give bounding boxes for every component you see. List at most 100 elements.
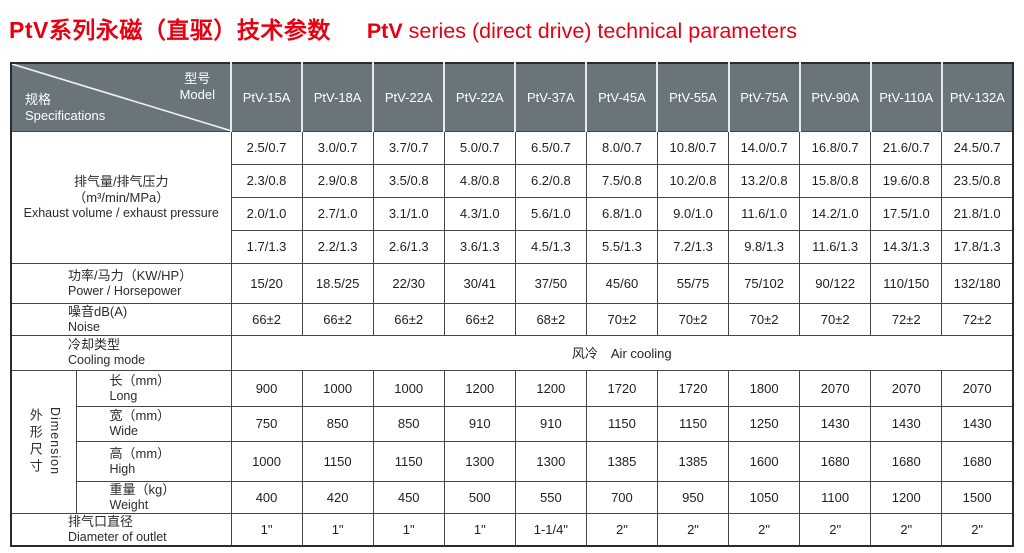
- value-cell: 1150: [301, 440, 374, 482]
- value-cell: 1150: [585, 405, 658, 442]
- value-cell: 1385: [585, 440, 658, 482]
- value-cell: 9.0/1.0: [656, 196, 730, 231]
- exhaust-label-en: Exhaust volume / exhaust pressure: [23, 205, 219, 220]
- row-label-zh: 冷却类型: [68, 337, 121, 352]
- value-cell: 1200: [443, 369, 516, 407]
- value-cell: 400: [230, 480, 303, 514]
- value-cell: 6.2/0.8: [514, 163, 587, 198]
- value-cell: 1430: [870, 405, 943, 442]
- value-cell: 1600: [728, 440, 801, 482]
- sub-label-en: Wide: [109, 424, 138, 438]
- value-cell: 9.8/1.3: [728, 229, 801, 264]
- dimension-label-zh: 外形尺寸: [27, 407, 43, 476]
- value-cell: 21.6/0.7: [870, 130, 943, 165]
- sub-label-zh: 宽（mm）: [109, 408, 171, 423]
- value-cell: 55/75: [656, 262, 730, 304]
- value-cell: 66±2: [230, 302, 303, 336]
- value-cell: 1800: [728, 369, 801, 407]
- row-label-en: Power / Horsepower: [68, 283, 182, 298]
- value-cell: 1200: [514, 369, 587, 407]
- dimension-row: 高（mm） High 1000 1150 1150 1300 1300 1385 1385 160…: [11, 440, 1014, 482]
- row-label-exhaust: 排气量/排气压力 （m³/min/MPa） Exhaust volume / exh…: [10, 130, 232, 264]
- model-header: PtV-22A: [443, 62, 516, 132]
- corner-model-label: 型号 Model: [180, 71, 215, 103]
- value-cell: 14.0/0.7: [728, 130, 801, 165]
- value-cell: 910: [443, 405, 516, 442]
- value-cell: 18.5/25: [301, 262, 374, 304]
- value-cell: 70±2: [728, 302, 801, 336]
- value-cell: 30/41: [443, 262, 516, 304]
- value-cell: 110/150: [870, 262, 943, 304]
- value-cell: 1": [372, 512, 445, 546]
- value-cell: 850: [372, 405, 445, 442]
- value-cell: 4.8/0.8: [443, 163, 516, 198]
- value-cell: 750: [230, 405, 303, 442]
- value-cell: 15.8/0.8: [799, 163, 872, 198]
- value-cell: 45/60: [585, 262, 658, 304]
- value-cell: 66±2: [443, 302, 516, 336]
- row-label-zh: 排气口直径: [68, 513, 134, 529]
- value-cell: 1680: [870, 440, 943, 482]
- value-cell: 1150: [372, 440, 445, 482]
- dimension-label-en: Dimension: [47, 407, 62, 476]
- model-header: PtV-90A: [798, 62, 872, 132]
- power-row: 功率/马力（KW/HP） Power / Horsepower 15/20 18.5/…: [10, 262, 1014, 304]
- value-cell: 1720: [656, 369, 730, 407]
- value-cell: 23.5/0.8: [941, 163, 1014, 198]
- value-cell: 3.0/0.7: [301, 130, 374, 165]
- model-header: PtV-75A: [727, 62, 801, 132]
- page-title-zh: PtV系列永磁（直驱）技术参数: [9, 17, 331, 43]
- value-cell: 900: [230, 369, 303, 407]
- value-cell: 1050: [728, 480, 801, 514]
- value-cell: 22/30: [372, 262, 445, 304]
- value-cell: 950: [656, 480, 730, 514]
- corner-cell: 型号 Model 规格 Specifications: [10, 62, 232, 132]
- value-cell: 2": [728, 512, 801, 546]
- value-cell: 2070: [941, 369, 1014, 407]
- row-label-weight: 重量（kg） Weight: [75, 480, 232, 514]
- value-cell: 1680: [941, 440, 1014, 482]
- value-cell: 2": [656, 512, 730, 546]
- value-cell: 72±2: [870, 302, 943, 336]
- value-cell: 3.7/0.7: [372, 130, 445, 165]
- value-cell: 19.6/0.8: [870, 163, 943, 198]
- value-cell: 2": [941, 512, 1014, 546]
- exhaust-label-unit: （m³/min/MPa）: [73, 189, 170, 205]
- corner-spec-zh: 规格: [25, 91, 52, 107]
- value-cell: 2.9/0.8: [301, 163, 374, 198]
- value-cell: 5.0/0.7: [443, 130, 516, 165]
- value-cell: 11.6/1.0: [728, 196, 801, 231]
- row-label-noise: 噪音dB(A) Noise: [10, 302, 232, 336]
- model-header: PtV-45A: [585, 62, 658, 132]
- noise-row: 噪音dB(A) Noise 66±2 66±2 66±2 66±2 68±2 70±2 70±2…: [10, 302, 1014, 336]
- row-label-en: Diameter of outlet: [68, 529, 167, 544]
- exhaust-row: 2.0/1.0 2.7/1.0 3.1/1.0 4.3/1.0 5.6/1.0 6.8/1…: [11, 196, 1014, 231]
- value-cell: 17.8/1.3: [941, 229, 1014, 264]
- value-cell: 21.8/1.0: [941, 196, 1014, 231]
- model-header: PtV-37A: [514, 62, 587, 132]
- value-cell: 17.5/1.0: [870, 196, 943, 231]
- row-label-zh: 功率/马力（KW/HP）: [68, 267, 193, 283]
- dimension-row: 宽（mm） Wide 750 850 850 910 910 1150 1150 1250 1430…: [11, 405, 1014, 442]
- value-cell: 2": [799, 512, 872, 546]
- value-cell: 420: [301, 480, 374, 514]
- corner-spec-label: 规格 Specifications: [25, 92, 105, 124]
- value-cell: 75/102: [728, 262, 801, 304]
- dimension-row: 外形尺寸 Dimension 长（mm） Long 900 1000 1000 1200 120…: [10, 369, 1014, 514]
- exhaust-label-zh: 排气量/排气压力: [73, 173, 169, 189]
- model-header: PtV-110A: [869, 62, 943, 132]
- value-cell: 14.2/1.0: [799, 196, 872, 231]
- value-cell: 1300: [514, 440, 587, 482]
- page-title-en: PtV series (direct drive) technical para…: [367, 19, 797, 43]
- value-cell: 1720: [585, 369, 658, 407]
- row-label-outlet: 排气口直径 Diameter of outlet: [10, 512, 232, 546]
- row-label-zh: 噪音dB(A): [68, 303, 128, 319]
- sub-label-zh: 高（mm）: [109, 445, 171, 461]
- sub-label-zh: 重量（kg）: [109, 481, 176, 497]
- value-cell: 1300: [443, 440, 516, 482]
- value-cell: 66±2: [301, 302, 374, 336]
- value-cell: 2.7/1.0: [301, 196, 374, 231]
- value-cell: 2.3/0.8: [230, 163, 303, 198]
- page-title-en-rest: series (direct drive) technical paramete…: [402, 19, 797, 43]
- value-cell: 1500: [941, 480, 1014, 514]
